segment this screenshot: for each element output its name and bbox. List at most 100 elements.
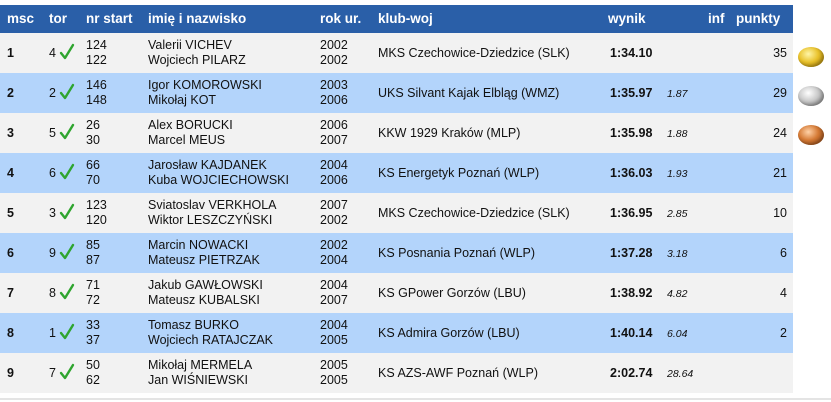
- athlete-name: Wojciech PILARZ: [148, 53, 246, 67]
- athlete-name: Valerii VICHEV: [148, 38, 232, 52]
- birth-year: 2007: [320, 293, 348, 307]
- header-tor: tor: [49, 11, 67, 26]
- club: KS GPower Gorzów (LBU): [378, 286, 526, 300]
- time-gap: 1.93: [667, 168, 688, 180]
- athlete-name: Marcel MEUS: [148, 133, 226, 147]
- check-icon: [59, 203, 75, 220]
- result-time: 1:35.98: [610, 126, 653, 140]
- athlete-name: Igor KOMOROWSKI: [148, 78, 262, 92]
- check-icon: [59, 163, 75, 180]
- points: 10: [773, 206, 787, 220]
- athlete-name: Kuba WOJCIECHOWSKI: [148, 173, 289, 187]
- birth-year: 2006: [320, 118, 348, 132]
- header-msc: msc: [7, 11, 35, 26]
- club: UKS Silvant Kajak Elbląg (WMZ): [378, 86, 560, 100]
- athlete-name: Wojciech RATAJCZAK: [148, 333, 274, 347]
- time-gap: 28.64: [667, 368, 694, 380]
- header-name: imię i nazwisko: [148, 11, 247, 26]
- birth-year: 2005: [320, 373, 348, 387]
- birth-year: 2005: [320, 358, 348, 372]
- points: 29: [773, 86, 787, 100]
- gold-medal-icon: [798, 47, 824, 67]
- lane: 6: [49, 166, 56, 180]
- start-number: 85: [86, 238, 100, 252]
- lane: 1: [49, 326, 56, 340]
- start-number: 26: [86, 118, 100, 132]
- lane: 8: [49, 286, 56, 300]
- birth-year: 2007: [320, 198, 348, 212]
- table-row: 9 7 50 62 Mikołaj MERMELA Jan WIŚNIEWSKI 2005 2…: [0, 353, 793, 393]
- birth-year: 2003: [320, 78, 348, 92]
- athlete-name: Mikołaj MERMELA: [148, 358, 253, 372]
- start-number: 33: [86, 318, 100, 332]
- result-time: 1:36.95: [610, 206, 653, 220]
- lane: 7: [49, 366, 56, 380]
- header-year: rok ur.: [320, 11, 362, 26]
- results-table: msc tor nr start imię i nazwisko rok ur.…: [0, 5, 793, 393]
- start-number: 62: [86, 373, 100, 387]
- athlete-name: Mikołaj KOT: [148, 93, 217, 107]
- table-row: 8 1 33 37 Tomasz BURKO Wojciech RATAJCZAK 2004…: [0, 313, 793, 353]
- athlete-name: Mateusz KUBALSKI: [148, 293, 260, 307]
- position: 9: [7, 366, 14, 380]
- table-row: 4 6 66 70 Jarosław KAJDANEK Kuba WOJCIECHOWSK…: [0, 153, 793, 193]
- athlete-name: Jarosław KAJDANEK: [148, 158, 267, 172]
- club: KKW 1929 Kraków (MLP): [378, 126, 521, 140]
- table-row: 1 4 124 122 Valerii VICHEV Wojciech PILARZ 200…: [0, 33, 793, 73]
- table-row: 3 5 26 30 Alex BORUCKI Marcel MEUS 2006 2007 KKW…: [0, 113, 793, 153]
- birth-year: 2004: [320, 318, 348, 332]
- result-time: 1:38.92: [610, 286, 653, 300]
- club: MKS Czechowice-Dziedzice (SLK): [378, 206, 570, 220]
- start-number: 87: [86, 253, 100, 267]
- points: 21: [773, 166, 787, 180]
- start-number: 70: [86, 173, 100, 187]
- start-number: 120: [86, 213, 107, 227]
- start-number: 71: [86, 278, 100, 292]
- athlete-name: Tomasz BURKO: [148, 318, 239, 332]
- table-header: msc tor nr start imię i nazwisko rok ur.…: [0, 5, 793, 33]
- check-icon: [59, 243, 75, 260]
- position: 8: [7, 326, 14, 340]
- position: 1: [7, 46, 14, 60]
- club: MKS Czechowice-Dziedzice (SLK): [378, 46, 570, 60]
- time-gap: 2.85: [667, 208, 688, 220]
- result-time: 2:02.74: [610, 366, 653, 380]
- lane: 2: [49, 86, 56, 100]
- start-number: 37: [86, 333, 100, 347]
- club: KS Energetyk Poznań (WLP): [378, 166, 540, 180]
- time-gap: 3.18: [667, 248, 688, 260]
- birth-year: 2004: [320, 278, 348, 292]
- bottom-divider: [0, 398, 831, 400]
- points: 24: [773, 126, 787, 140]
- athlete-name: Mateusz PIETRZAK: [148, 253, 260, 267]
- table-row: 7 8 71 72 Jakub GAWŁOWSKI Mateusz KUBALSKI 200…: [0, 273, 793, 313]
- birth-year: 2004: [320, 158, 348, 172]
- start-number: 72: [86, 293, 100, 307]
- table-row: 5 3 123 120 Sviatoslav VERKHOLA Wiktor LESZCZ…: [0, 193, 793, 233]
- athlete-name: Wiktor LESZCZYŃSKI: [148, 213, 273, 227]
- lane: 3: [49, 206, 56, 220]
- position: 7: [7, 286, 14, 300]
- position: 4: [7, 166, 14, 180]
- start-number: 66: [86, 158, 100, 172]
- athlete-name: Sviatoslav VERKHOLA: [148, 198, 277, 212]
- birth-year: 2005: [320, 333, 348, 347]
- start-number: 50: [86, 358, 100, 372]
- start-number: 146: [86, 78, 107, 92]
- check-icon: [59, 283, 75, 300]
- time-gap: 1.88: [667, 128, 688, 140]
- position: 5: [7, 206, 14, 220]
- result-time: 1:34.10: [610, 46, 653, 60]
- check-icon: [59, 83, 75, 100]
- position: 2: [7, 86, 14, 100]
- club: KS AZS-AWF Poznań (WLP): [378, 366, 538, 380]
- birth-year: 2002: [320, 238, 348, 252]
- birth-year: 2006: [320, 173, 348, 187]
- header-result: wynik: [608, 11, 646, 26]
- result-time: 1:37.28: [610, 246, 653, 260]
- athlete-name: Jakub GAWŁOWSKI: [148, 278, 263, 292]
- result-time: 1:35.97: [610, 86, 653, 100]
- result-time: 1:40.14: [610, 326, 653, 340]
- start-number: 122: [86, 53, 107, 67]
- header-points: punkty: [736, 11, 781, 26]
